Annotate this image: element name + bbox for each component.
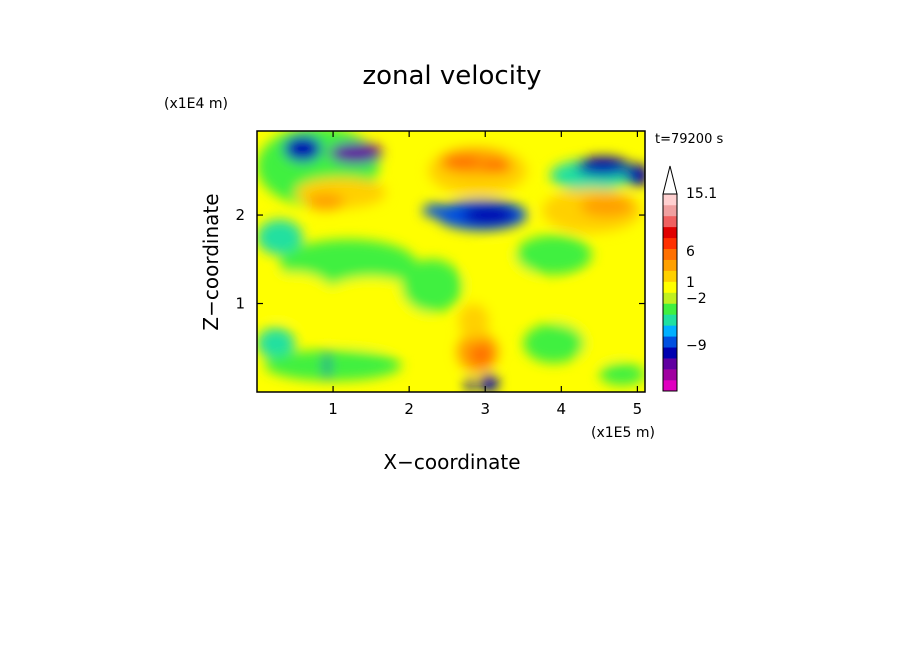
field-region xyxy=(306,192,345,211)
colorbar-segment xyxy=(663,303,677,315)
field-region xyxy=(466,250,535,313)
field-region xyxy=(264,349,402,381)
colorbar-segment xyxy=(663,358,677,370)
field-region xyxy=(515,234,592,275)
colorbar-segment xyxy=(663,248,677,260)
colorbar-segment xyxy=(663,325,677,337)
x-axis-label: X−coordinate xyxy=(383,450,520,474)
colorbar-segment xyxy=(663,270,677,282)
field-region xyxy=(465,377,475,392)
x-tick-label: 3 xyxy=(480,400,490,418)
field-region xyxy=(599,363,645,386)
field-region xyxy=(523,323,585,364)
colorbar-segment xyxy=(663,380,677,392)
field-region xyxy=(257,219,303,255)
x-tick-label: 5 xyxy=(633,400,643,418)
field-region xyxy=(481,159,512,174)
colorbar-segment xyxy=(663,336,677,348)
field-region xyxy=(458,303,490,339)
plot-frame xyxy=(256,130,646,393)
x-unit-label: (x1E5 m) xyxy=(591,425,655,441)
colorbar-extend-arrow xyxy=(662,165,678,195)
field-region xyxy=(401,259,463,313)
field-region xyxy=(625,164,645,187)
y-tick-label: 2 xyxy=(235,206,245,224)
y-axis-label: Z−coordinate xyxy=(199,193,223,330)
plot-area xyxy=(257,131,645,392)
x-tick-label: 1 xyxy=(328,400,338,418)
field-region xyxy=(479,374,499,392)
colorbar-segment xyxy=(663,204,677,217)
colorbar-segment xyxy=(663,369,677,381)
field-region xyxy=(324,349,330,381)
colorbar-frame xyxy=(662,193,678,392)
colorbar-label: 15.1 xyxy=(686,186,717,202)
field-region xyxy=(462,205,516,225)
colorbar-segment xyxy=(663,292,677,304)
colorbar-segment xyxy=(663,226,677,239)
colorbar-segment xyxy=(663,314,677,326)
field-region xyxy=(580,195,634,218)
field-region xyxy=(329,142,383,165)
colorbar-segment xyxy=(663,237,677,250)
colorbar-label: −2 xyxy=(686,291,707,307)
colorbar-segment xyxy=(663,259,677,271)
colorbar-segment xyxy=(663,215,677,228)
colorbar-segment xyxy=(663,281,677,293)
field-region xyxy=(443,155,482,169)
field-region xyxy=(310,276,432,348)
colorbar-label: 1 xyxy=(686,275,695,291)
colorbar-segment xyxy=(663,194,677,206)
time-label: t=79200 s xyxy=(655,132,723,147)
colorbar-segment xyxy=(663,347,677,359)
y-tick-label: 1 xyxy=(235,295,245,313)
field-region xyxy=(422,203,450,218)
field-region xyxy=(470,343,493,366)
x-tick-label: 4 xyxy=(557,400,567,418)
field-region xyxy=(257,327,296,359)
colorbar: 15.1 6 1−2 −9 xyxy=(662,165,717,392)
colorbar-label: 6 xyxy=(686,244,695,260)
y-unit-label: (x1E4 m) xyxy=(164,96,228,112)
field-region xyxy=(283,135,322,162)
chart-title: zonal velocity xyxy=(362,61,541,91)
x-tick-label: 2 xyxy=(404,400,414,418)
colorbar-label: −9 xyxy=(686,338,707,354)
field-region xyxy=(576,156,630,177)
